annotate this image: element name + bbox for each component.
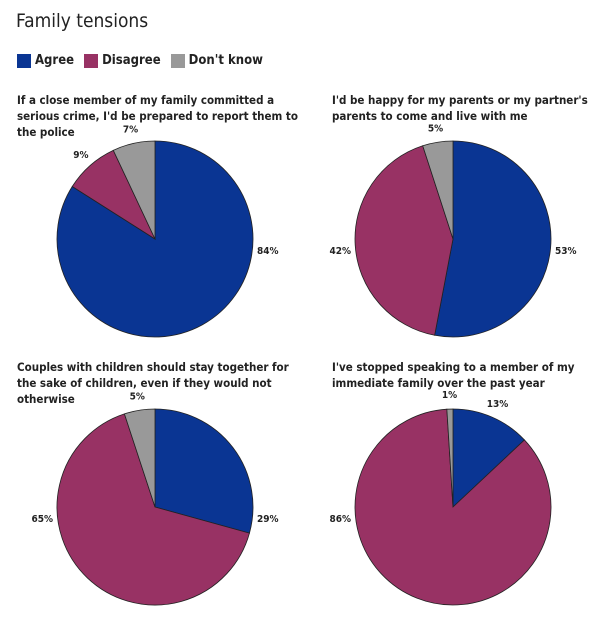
legend-item-dont-know: Don't know	[170, 53, 263, 68]
legend-label: Don't know	[188, 53, 263, 68]
pie-4-slice-disagree	[354, 408, 552, 606]
legend: Agree Disagree Don't know	[17, 53, 263, 68]
pie-1-title: If a close member of my family committed…	[17, 93, 298, 139]
pie-1-label-don-t-know: 7%	[123, 125, 138, 136]
pie-1-label-disagree: 9%	[73, 150, 88, 161]
pie-3-label-agree: 29%	[257, 514, 279, 525]
pie-2-label-disagree: 42%	[329, 246, 351, 257]
chart-title: Family tensions	[16, 10, 149, 32]
pie-2-slice-don-t-know	[422, 140, 454, 240]
legend-label: Agree	[35, 53, 75, 68]
legend-label: Disagree	[102, 53, 161, 68]
legend-swatch-agree	[17, 53, 31, 68]
pie-3-label-don-t-know: 5%	[130, 391, 145, 402]
pie-4-slice-agree	[452, 408, 526, 508]
legend-item-agree: Agree	[17, 53, 74, 68]
pie-2-slice-disagree	[354, 145, 454, 336]
pie-4-title: I've stopped speaking to a member of my …	[332, 360, 575, 390]
pie-1-label-agree: 84%	[257, 246, 279, 257]
pie-3-title: Couples with children should stay togeth…	[17, 360, 289, 406]
pie-3-slice-agree	[154, 408, 254, 534]
pie-1-slice-don-t-know	[112, 140, 156, 240]
pie-2-label-don-t-know: 5%	[428, 123, 443, 134]
pie-3-slice-don-t-know	[123, 408, 156, 508]
pie-3-label-disagree: 65%	[31, 514, 53, 525]
pie-2-slice-agree	[434, 140, 552, 338]
pie-4-label-agree: 13%	[487, 399, 509, 410]
pie-3-slice-disagree	[56, 413, 250, 606]
pie-4-label-disagree: 86%	[329, 514, 351, 525]
pie-2-label-agree: 53%	[555, 246, 577, 257]
pie-4-slice-don-t-know	[446, 408, 454, 508]
pie-4-label-don-t-know: 1%	[442, 390, 457, 401]
legend-swatch-dont-know	[170, 53, 185, 68]
legend-swatch-disagree	[84, 53, 99, 68]
pie-2-title: I'd be happy for my parents or my partne…	[332, 93, 588, 123]
legend-item-disagree: Disagree	[84, 53, 161, 68]
